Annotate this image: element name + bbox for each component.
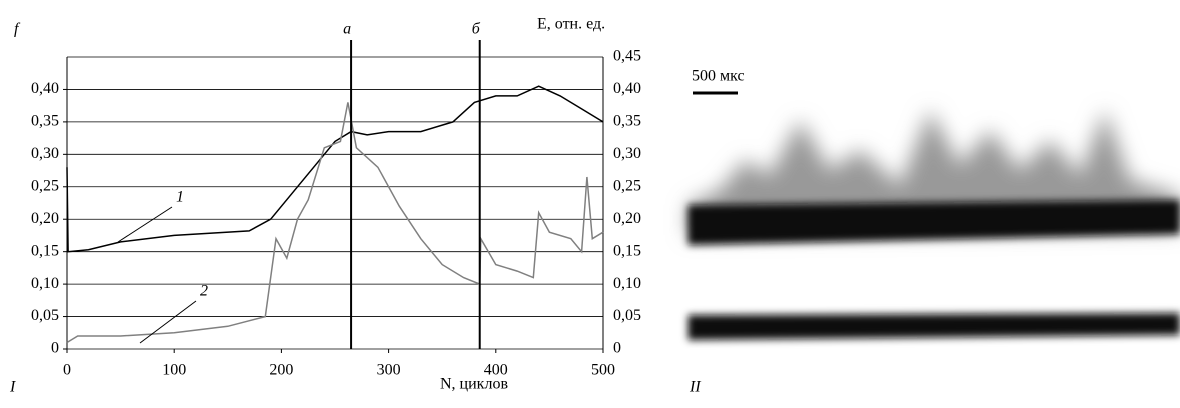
series-line <box>66 85 604 253</box>
y-tick-label: 0,30 <box>31 145 59 162</box>
y-tick-label: 0 <box>51 340 59 357</box>
y2-tick-label: 0,15 <box>613 242 641 259</box>
y-tick-label: 0,20 <box>31 210 59 227</box>
y-tick-label: 0,10 <box>31 275 59 292</box>
x-tick-label: 100 <box>162 362 186 379</box>
series-label: 2 <box>200 283 208 300</box>
y2-tick-label: 0,35 <box>613 113 641 130</box>
x-tick-label: 300 <box>377 362 401 379</box>
x-tick-label: 0 <box>63 362 71 379</box>
photo-band-upper <box>688 200 1180 245</box>
y2-tick-label: 0,20 <box>613 210 641 227</box>
series-line <box>66 102 604 344</box>
leader-line <box>117 206 173 243</box>
photo-band-lower <box>688 313 1180 340</box>
panel-label: I <box>9 379 16 396</box>
photo-panel: 500 мкс II <box>688 60 1180 396</box>
y2-tick-label: 0,45 <box>613 48 641 65</box>
y-tick-label: 0,25 <box>31 177 59 194</box>
scale-bar-label: 500 мкс <box>692 68 745 85</box>
y2-tick-label: 0,10 <box>613 275 641 292</box>
panel-label: II <box>689 379 701 396</box>
x-tick-label: 200 <box>269 362 293 379</box>
y2-tick-label: 0,30 <box>613 145 641 162</box>
y2-tick-label: 0,05 <box>613 307 641 324</box>
y-tick-label: 0,35 <box>31 113 59 130</box>
y-tick-label: 0,05 <box>31 307 59 324</box>
x-tick-label: 500 <box>591 362 615 379</box>
y2-tick-label: 0,25 <box>613 177 641 194</box>
y-tick-label: 0,40 <box>31 80 59 97</box>
x-axis-label: N, циклов <box>440 376 508 393</box>
y2-axis-label: E, отн. ед. <box>537 16 605 33</box>
series-label: 1 <box>176 189 184 206</box>
y2-tick-label: 0,40 <box>613 80 641 97</box>
marker-label: a <box>343 21 351 38</box>
marker-label: б <box>472 21 481 38</box>
y-tick-label: 0,15 <box>31 242 59 259</box>
y-axis-label: f <box>14 21 21 38</box>
x-tick-label: 400 <box>484 362 508 379</box>
y2-tick-label: 0 <box>613 340 621 357</box>
leader-line <box>139 300 197 344</box>
